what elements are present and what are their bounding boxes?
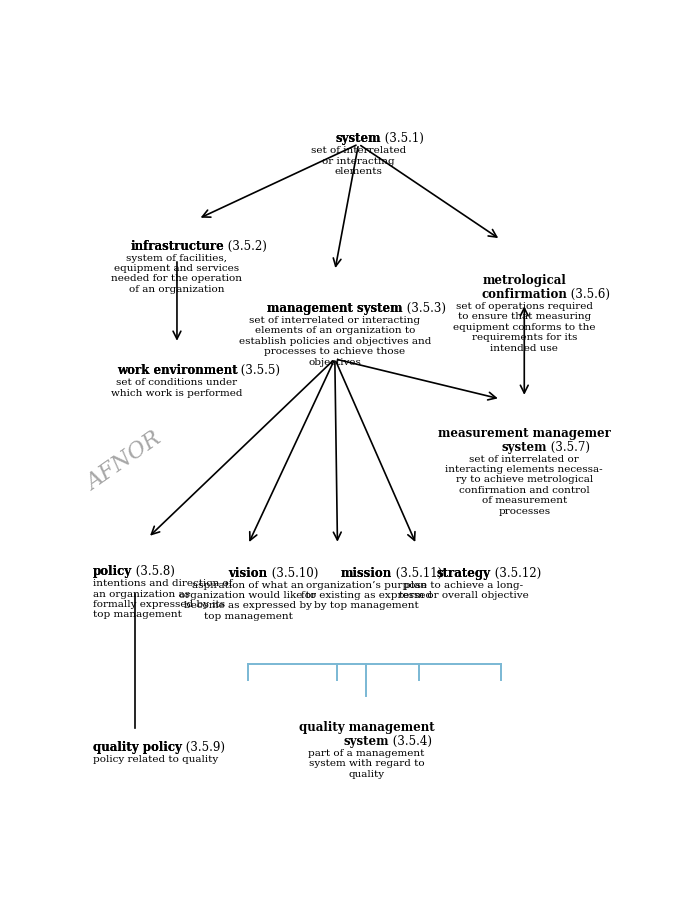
- Text: aspiration of what an
organization would like to
become as expressed by
top mana: aspiration of what an organization would…: [179, 580, 316, 621]
- Text: policy (3.5.8): policy (3.5.8): [93, 565, 180, 579]
- Text: (3.5.11): (3.5.11): [392, 567, 442, 580]
- Text: management system: management system: [267, 302, 403, 315]
- Text: work environment: work environment: [117, 364, 237, 377]
- Text: strategy: strategy: [437, 567, 491, 580]
- Text: quality policy: quality policy: [93, 741, 182, 753]
- Text: (3.5.1): (3.5.1): [382, 132, 424, 145]
- Text: (3.5.7): (3.5.7): [547, 441, 590, 454]
- Text: (3.5.2): (3.5.2): [224, 239, 267, 253]
- Text: measurement managemer: measurement managemer: [438, 427, 610, 440]
- Text: infrastructure: infrastructure: [130, 239, 224, 253]
- Text: system: system: [344, 735, 389, 748]
- Text: set of interrelated
or interacting
elements: set of interrelated or interacting eleme…: [311, 146, 406, 176]
- Text: strategy: strategy: [437, 567, 491, 580]
- Text: mission: mission: [341, 567, 392, 580]
- Text: intentions and direction of
an organization as
formally expressed by its
top man: intentions and direction of an organizat…: [93, 580, 232, 619]
- Text: set of operations required
to ensure that measuring
equipment conforms to the
re: set of operations required to ensure tha…: [453, 302, 595, 353]
- Text: (3.5.3): (3.5.3): [403, 302, 445, 315]
- Text: infrastructure (3.5.2): infrastructure (3.5.2): [106, 239, 248, 253]
- Text: plan to achieve a long-
term or overall objective: plan to achieve a long- term or overall …: [399, 580, 529, 600]
- Text: vision (3.5.10): vision (3.5.10): [200, 567, 295, 580]
- Text: (3.5.6): (3.5.6): [567, 288, 610, 302]
- Text: vision: vision: [228, 567, 268, 580]
- Text: (3.5.4): (3.5.4): [389, 735, 432, 748]
- Text: quality policy: quality policy: [93, 741, 182, 753]
- Text: set of interrelated or
interacting elements necessa-
ry to achieve metrological
: set of interrelated or interacting eleme…: [445, 454, 603, 516]
- Text: system (3.5.1): system (3.5.1): [312, 132, 405, 145]
- Text: set of conditions under
which work is performed: set of conditions under which work is pe…: [111, 378, 242, 398]
- Text: metrological: metrological: [482, 274, 566, 287]
- Text: work environment: work environment: [117, 364, 237, 377]
- Text: (3.5.12): (3.5.12): [491, 567, 541, 580]
- Text: vision: vision: [228, 567, 268, 580]
- Text: system of facilities,
equipment and services
needed for the operation
of an orga: system of facilities, equipment and serv…: [111, 254, 242, 293]
- Text: management system: management system: [267, 302, 403, 315]
- Text: organization’s purpose
for existing as expressed
by top management: organization’s purpose for existing as e…: [301, 580, 432, 610]
- Text: policy related to quality: policy related to quality: [93, 754, 218, 763]
- Text: (3.5.10): (3.5.10): [268, 567, 318, 580]
- Text: confirmation: confirmation: [481, 288, 567, 302]
- Text: system: system: [335, 132, 382, 145]
- Text: management system (3.5.3): management system (3.5.3): [243, 302, 426, 315]
- Text: policy: policy: [93, 565, 132, 579]
- Text: AFNOR: AFNOR: [83, 428, 166, 495]
- Text: system: system: [502, 441, 547, 454]
- Text: quality policy (3.5.9): quality policy (3.5.9): [93, 741, 230, 753]
- Text: (3.5.9): (3.5.9): [182, 741, 225, 753]
- Text: (3.5.8): (3.5.8): [132, 565, 175, 579]
- Text: (3.5.5): (3.5.5): [237, 364, 280, 377]
- Text: policy: policy: [93, 565, 132, 579]
- Text: set of interrelated or interacting
elements of an organization to
establish poli: set of interrelated or interacting eleme…: [238, 316, 431, 366]
- Text: part of a management
system with regard to
quality: part of a management system with regard …: [308, 749, 424, 778]
- Text: system: system: [335, 132, 382, 145]
- Text: strategy (3.5.12): strategy (3.5.12): [409, 567, 519, 580]
- Text: work environment (3.5.5): work environment (3.5.5): [93, 364, 261, 377]
- Text: infrastructure: infrastructure: [130, 239, 224, 253]
- Text: mission (3.5.11): mission (3.5.11): [313, 567, 420, 580]
- Text: quality management: quality management: [299, 721, 434, 734]
- Text: mission: mission: [341, 567, 392, 580]
